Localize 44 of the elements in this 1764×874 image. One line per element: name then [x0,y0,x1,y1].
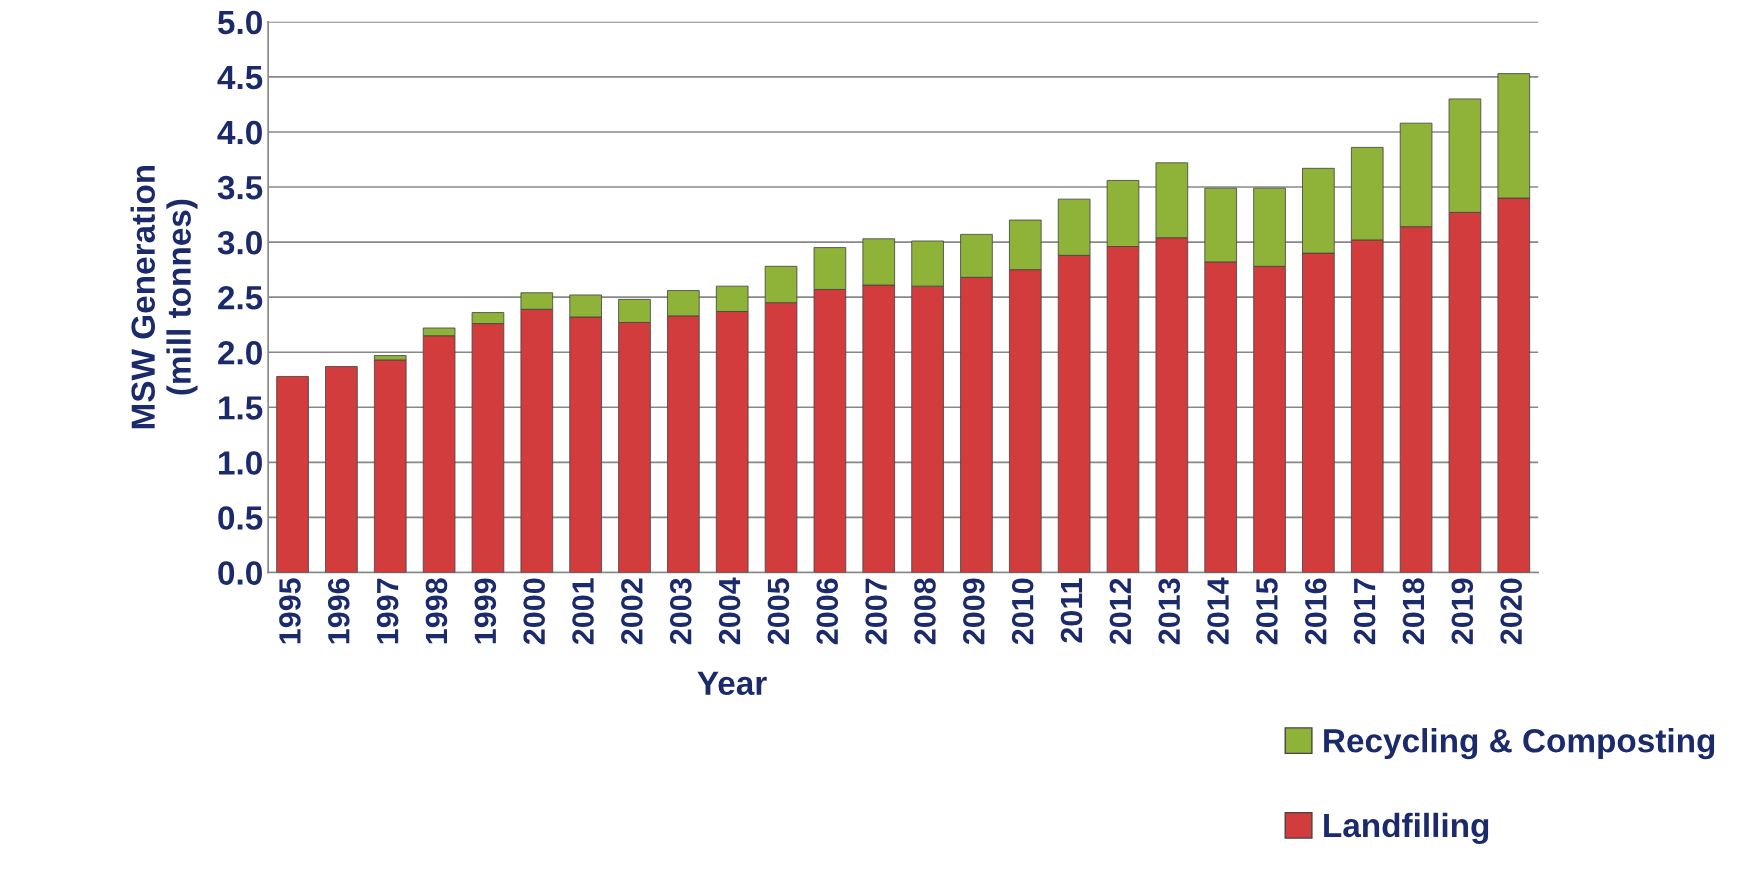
x-tick-label: 2000 [523,578,545,645]
legend-label: Landfilling [1324,812,1489,844]
x-axis-title: Year [697,671,767,696]
bar [373,359,407,573]
x-tick-label: 2002 [621,578,643,645]
y-tick-label: 4.0 [217,120,262,145]
x-tick-label: 2015 [1256,578,1278,645]
bar [276,376,309,573]
x-tick-label: 2008 [914,578,936,645]
x-tick-label: 1995 [279,578,301,644]
x-tick-label: 2010 [1011,578,1034,645]
y-tick-label: 5.0 [217,10,262,35]
y-tick-label: 2.5 [218,285,263,310]
x-tick-label: 2003 [669,578,692,645]
y-tick-label: 2.0 [218,341,262,365]
x-tick-label: 1997 [376,578,399,644]
x-tick-label: 2019 [1451,578,1474,645]
x-tick-label: 2013 [1158,578,1181,645]
x-tick-label: 2007 [865,578,887,645]
x-tick-label: 2011 [1060,578,1083,643]
y-tick-label: 1.5 [219,396,263,420]
x-tick-label: 2004 [718,577,741,645]
y-tick-label: 0.0 [218,561,262,585]
x-tick-label: 2009 [963,578,985,645]
x-tick-label: 2001 [572,578,594,645]
bar [325,366,358,573]
x-tick-label: 1996 [327,578,350,644]
y-tick-label: 1.0 [219,451,262,475]
x-tick-label: 2006 [816,578,839,645]
x-tick-label: 1998 [425,578,448,644]
x-tick-label: 2016 [1304,578,1327,645]
y-tick-label: 3.5 [217,175,263,200]
y-tick-label: 3.0 [217,230,262,255]
y-tick-label: 0.5 [218,506,263,530]
x-tick-label: 1999 [474,578,497,644]
legend-label: Recycling & Composting [1324,728,1715,760]
x-tick-label: 2014 [1207,577,1229,645]
x-tick-label: 2012 [1109,578,1132,645]
x-tick-label: 2018 [1402,578,1425,645]
x-tick-label: 2020 [1500,578,1522,645]
x-tick-label: 2017 [1353,578,1376,645]
y-axis-title: MSW Generation (mill tonnes) [130,165,198,429]
y-tick-label: 4.5 [217,66,263,90]
x-tick-label: 2005 [767,578,790,645]
